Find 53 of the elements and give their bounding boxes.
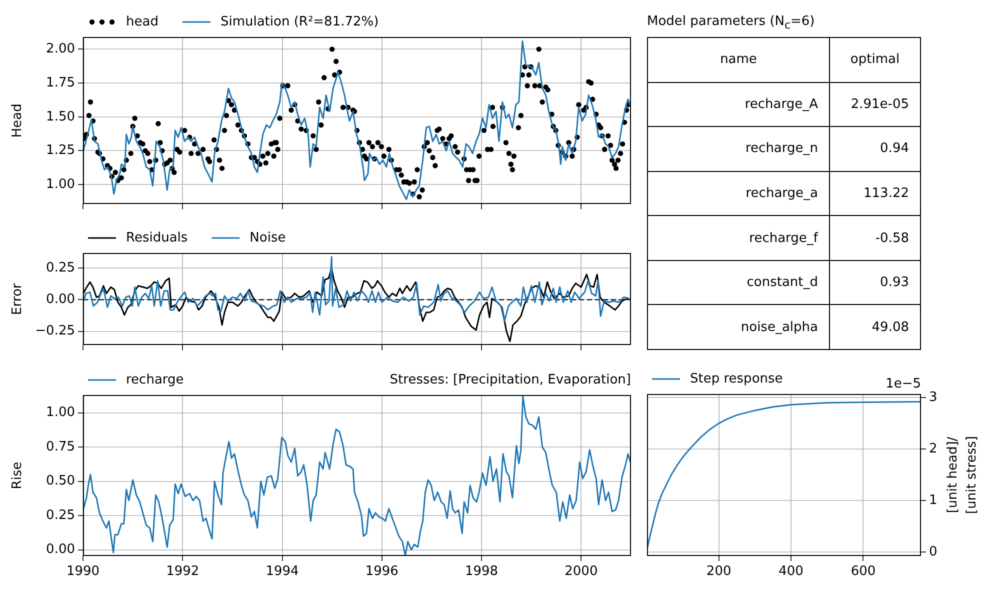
- x-tick-label: 1992: [166, 564, 200, 580]
- x-tick-label: 1996: [365, 564, 398, 580]
- y-tick-label: 0.00: [46, 292, 75, 308]
- text: recharge_A: [648, 82, 830, 127]
- x-tick-label: 1998: [465, 564, 498, 580]
- chart-title: Stresses: [Precipitation, Evaporation]: [390, 372, 631, 388]
- y-tick-label: 1.25: [46, 143, 75, 158]
- y-tick-label: 0.25: [46, 508, 75, 523]
- legend-label: head: [126, 14, 158, 30]
- x-tick-label: 1994: [266, 564, 299, 580]
- y-tick-label: 2.00: [46, 42, 75, 57]
- text: 49.08: [830, 304, 920, 350]
- text: 0.93: [830, 260, 920, 305]
- y-tick-label: 1.00: [46, 176, 75, 192]
- legend-label: Step response: [690, 371, 783, 386]
- x-tick-label: 1990: [66, 564, 100, 580]
- text: name: [648, 38, 830, 82]
- legend-label: Simulation (R²=81.72%): [220, 14, 379, 30]
- legend-label: recharge: [126, 372, 184, 388]
- text: constant_d: [648, 260, 830, 305]
- legend-label: Noise: [250, 230, 286, 246]
- x-tick-label: 400: [778, 564, 804, 580]
- text: -0.58: [830, 216, 920, 260]
- x-tick-label: 2000: [564, 564, 598, 580]
- y-tick-label: 1: [929, 492, 938, 508]
- y-tick-label: 1.00: [46, 405, 75, 420]
- x-tick-label: 600: [850, 564, 876, 580]
- text: recharge_f: [648, 216, 830, 260]
- y-tick-label: 0: [929, 544, 938, 560]
- text: 113.22: [830, 171, 920, 216]
- text: recharge_a: [648, 171, 830, 216]
- text: optimal: [830, 38, 920, 82]
- y-tick-label: 3: [929, 390, 938, 405]
- y-tick-label: 0.75: [46, 439, 75, 454]
- x-tick-label: 200: [706, 564, 732, 580]
- text: noise_alpha: [648, 304, 830, 350]
- y-axis-title: [unit head]/ [unit stress]: [945, 436, 980, 514]
- text: recharge_n: [648, 126, 830, 172]
- y-tick-label: −0.25: [35, 324, 75, 339]
- y-tick-label: 0.50: [46, 474, 75, 489]
- text: Model parameters (N$_{c}$=6): [647, 13, 816, 34]
- text: 2.91e-05: [830, 82, 920, 127]
- text: 1e−5: [886, 376, 921, 392]
- y-tick-label: 1.75: [46, 75, 75, 90]
- legend-label: Residuals: [126, 230, 188, 246]
- y-axis-title: Rise: [10, 462, 26, 490]
- y-axis-title: Head: [10, 104, 26, 138]
- y-axis-title: Error: [10, 282, 26, 315]
- y-tick-label: 2: [929, 441, 938, 456]
- y-tick-label: 1.50: [46, 109, 75, 124]
- y-tick-label: 0.00: [46, 542, 75, 558]
- text: 0.94: [830, 126, 920, 172]
- y-tick-label: 0.25: [46, 260, 75, 276]
